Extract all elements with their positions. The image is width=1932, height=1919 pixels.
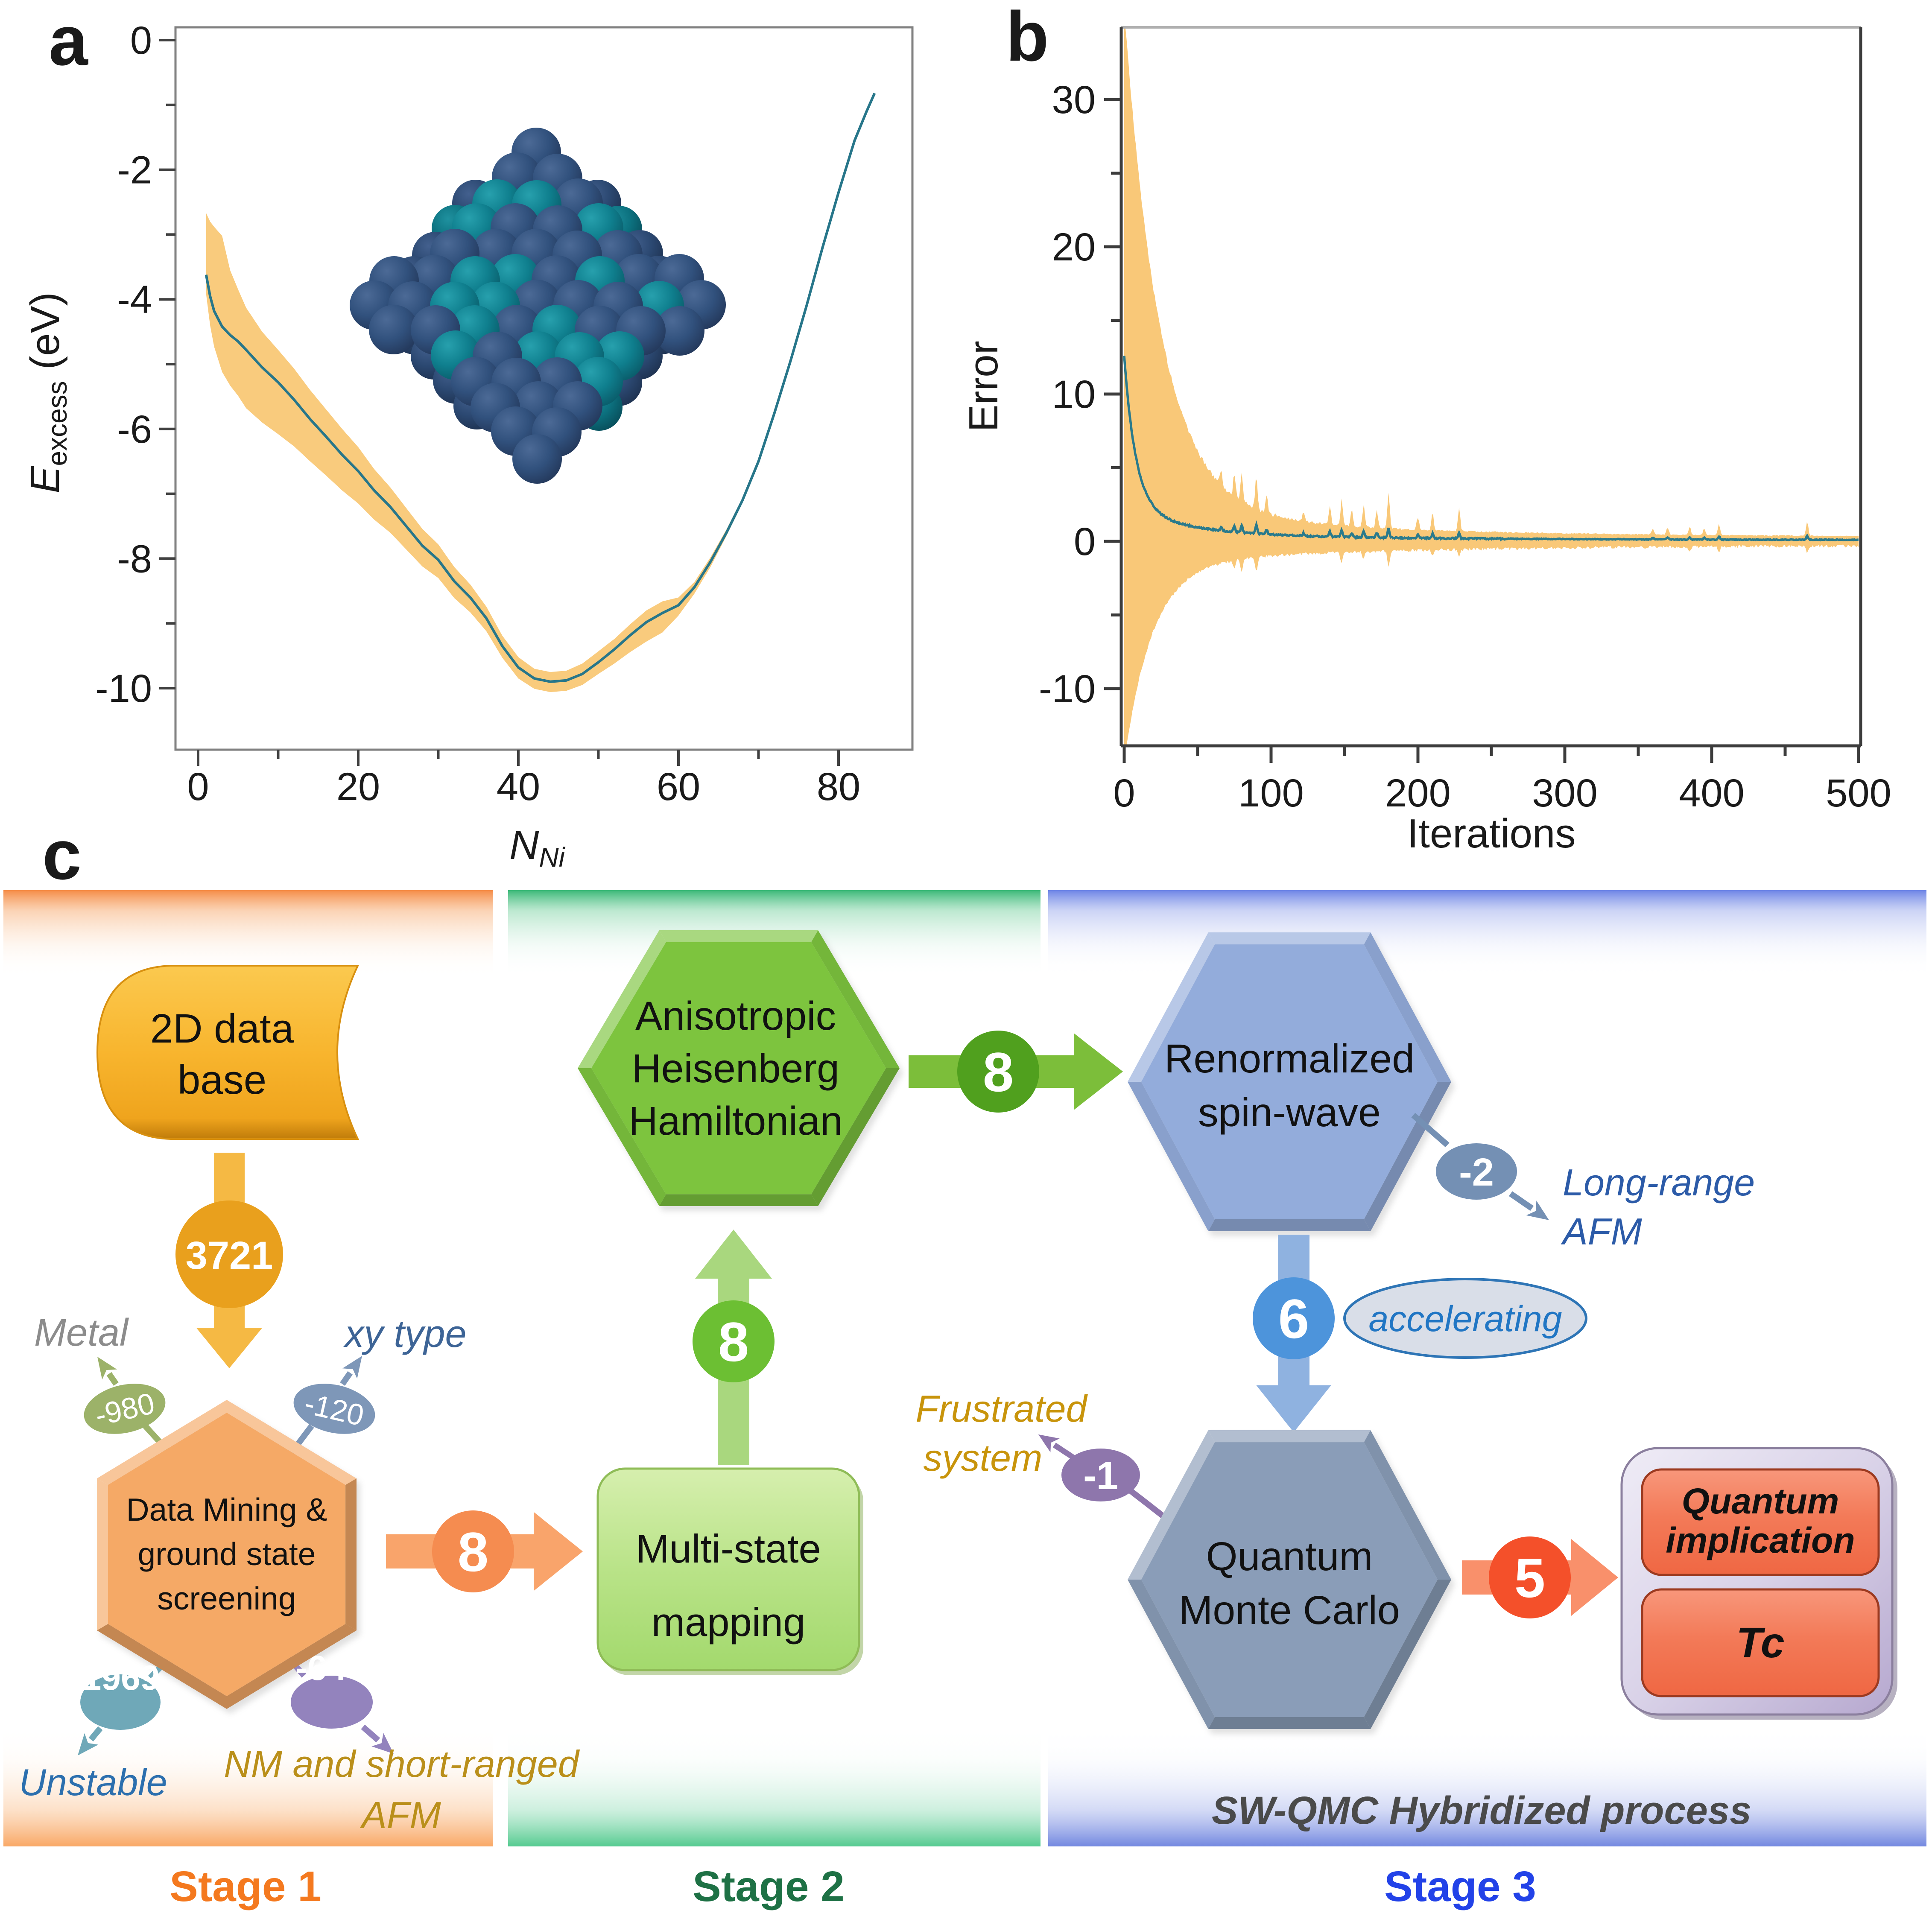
svg-text:Unstable: Unstable [19,1761,167,1803]
svg-text:80: 80 [817,765,860,809]
svg-text:Hamiltonian: Hamiltonian [628,1098,843,1144]
svg-text:accelerating: accelerating [1369,1299,1562,1339]
svg-text:-2: -2 [1459,1151,1494,1194]
svg-text:SW-QMC Hybridized process: SW-QMC Hybridized process [1212,1789,1751,1832]
svg-text:5: 5 [1514,1547,1545,1609]
svg-text:0: 0 [1113,771,1135,815]
svg-text:AFM: AFM [1561,1210,1642,1253]
svg-text:Monte Carlo: Monte Carlo [1179,1588,1400,1633]
svg-text:3721: 3721 [186,1234,273,1277]
svg-text:mapping: mapping [652,1600,806,1644]
svg-text:a: a [49,1,88,80]
svg-text:20: 20 [1052,225,1096,269]
svg-text:8: 8 [458,1521,488,1583]
svg-text:20: 20 [336,765,380,809]
svg-text:Renormalized: Renormalized [1164,1036,1415,1081]
svg-text:200: 200 [1385,771,1451,815]
svg-text:implication: implication [1666,1520,1855,1560]
svg-text:screening: screening [157,1580,296,1616]
svg-text:Metal: Metal [34,1311,129,1354]
svg-text:-6: -6 [117,408,152,451]
svg-text:NNi: NNi [509,822,566,873]
svg-text:Error: Error [961,341,1006,432]
svg-text:Long-range: Long-range [1563,1161,1755,1203]
svg-text:c: c [42,815,82,894]
svg-text:0: 0 [130,19,152,62]
svg-text:Quantum: Quantum [1682,1481,1839,1521]
svg-text:base: base [178,1057,266,1103]
svg-text:Anisotropic: Anisotropic [635,993,836,1039]
svg-text:1969: 1969 [82,1659,160,1697]
svg-text:10: 10 [1052,373,1096,416]
svg-text:8: 8 [983,1041,1014,1103]
svg-text:60: 60 [657,765,700,809]
svg-text:-10: -10 [1039,667,1096,711]
svg-text:0: 0 [187,765,209,809]
svg-text:6: 6 [1278,1288,1309,1350]
svg-text:Heisenberg: Heisenberg [632,1046,839,1091]
svg-text:8: 8 [718,1311,749,1373]
svg-text:spin-wave: spin-wave [1198,1090,1381,1135]
svg-text:-10: -10 [95,667,152,710]
svg-text:Quantum: Quantum [1206,1534,1373,1579]
svg-text:AFM: AFM [360,1794,441,1836]
svg-text:Frustrated: Frustrated [915,1387,1088,1430]
svg-text:NM and short-ranged: NM and short-ranged [224,1743,580,1785]
svg-text:-8: -8 [117,537,152,581]
svg-text:400: 400 [1679,771,1745,815]
svg-text:Stage 3: Stage 3 [1384,1863,1536,1910]
svg-text:Eexcess (eV): Eexcess (eV) [22,292,73,493]
svg-text:Data Mining &: Data Mining & [126,1492,327,1528]
svg-text:ground state: ground state [138,1536,316,1572]
svg-text:-4: -4 [117,278,152,321]
svg-text:-1: -1 [1083,1454,1118,1498]
svg-text:Stage 1: Stage 1 [170,1863,322,1910]
svg-text:Stage 2: Stage 2 [693,1863,845,1910]
svg-text:0: 0 [1074,520,1096,564]
svg-text:500: 500 [1826,771,1891,815]
svg-text:2D data: 2D data [150,1006,294,1052]
svg-text:b: b [1006,0,1049,76]
svg-text:xy type: xy type [343,1313,466,1355]
svg-text:100: 100 [1238,771,1304,815]
svg-text:-2: -2 [117,149,152,192]
svg-text:40: 40 [497,765,540,809]
svg-text:Tc: Tc [1736,1619,1785,1667]
svg-text:300: 300 [1532,771,1598,815]
svg-text:system: system [924,1437,1043,1479]
svg-text:30: 30 [1052,78,1096,122]
svg-text:Iterations: Iterations [1407,811,1576,856]
svg-text:Multi-state: Multi-state [636,1526,821,1571]
